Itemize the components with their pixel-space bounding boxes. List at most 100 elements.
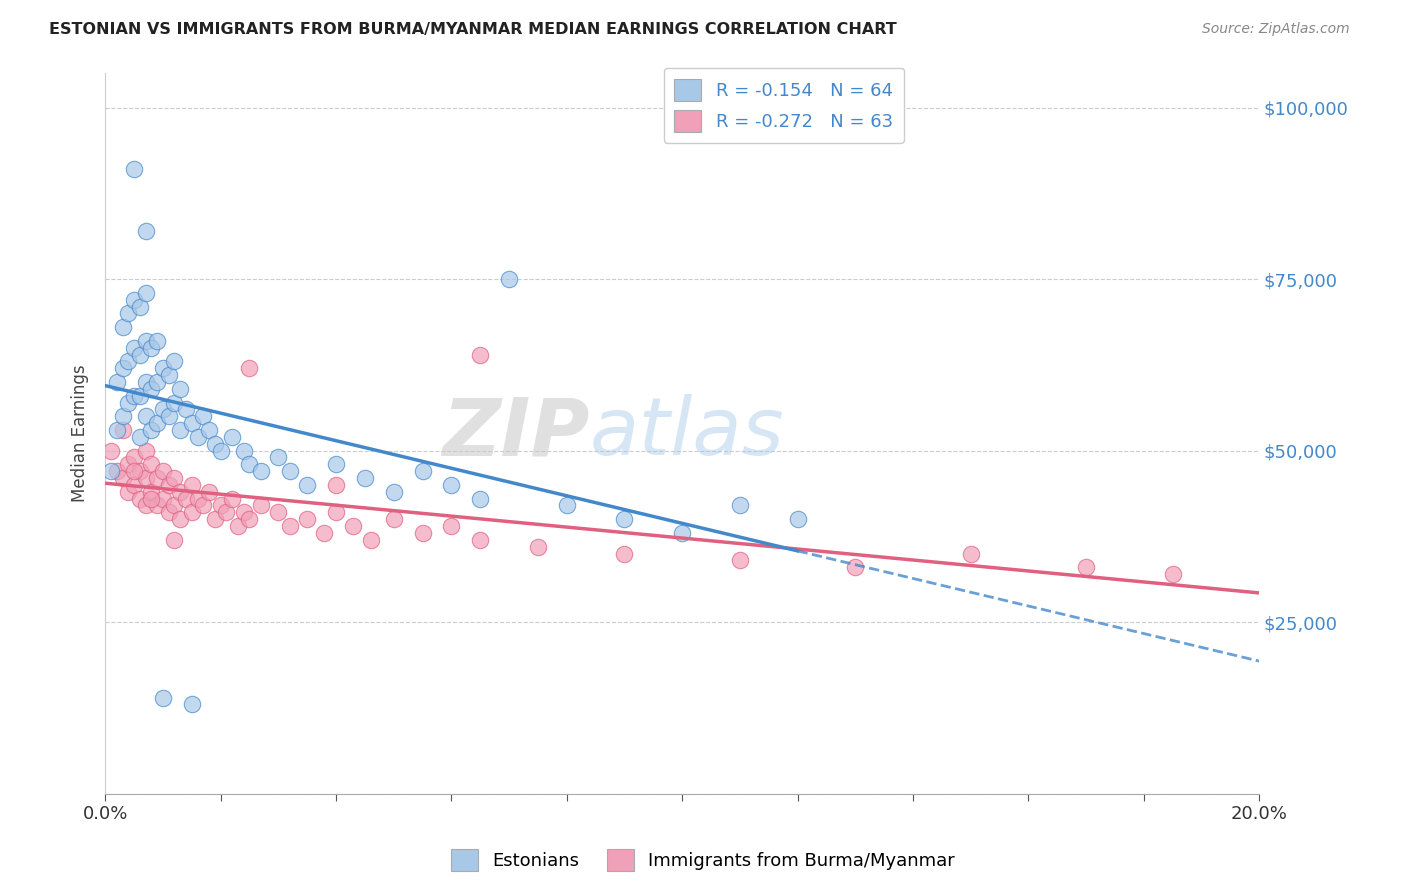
Point [959, 547, 981, 561]
Point [232, 443, 254, 458]
Point [111, 320, 134, 334]
Point [204, 512, 226, 526]
Point [728, 499, 751, 513]
Point [440, 478, 463, 492]
Point [728, 553, 751, 567]
Point [193, 499, 215, 513]
Point [440, 519, 463, 533]
Point [238, 512, 260, 526]
Point [169, 484, 191, 499]
Point [342, 519, 364, 533]
Point [141, 423, 163, 437]
Point [163, 354, 186, 368]
Point [135, 334, 157, 348]
Point [157, 505, 180, 519]
Point [157, 368, 180, 383]
Point [193, 409, 215, 424]
Point [128, 389, 150, 403]
Point [267, 450, 290, 465]
Point [169, 423, 191, 437]
Point [226, 519, 249, 533]
Point [117, 458, 139, 472]
Point [146, 471, 169, 485]
Point [122, 162, 145, 177]
Point [325, 478, 347, 492]
Point [555, 499, 578, 513]
Point [412, 464, 434, 478]
Point [135, 224, 157, 238]
Point [152, 464, 174, 478]
Point [267, 505, 290, 519]
Point [204, 436, 226, 450]
Point [135, 443, 157, 458]
Point [180, 416, 202, 430]
Point [186, 491, 208, 506]
Point [209, 499, 232, 513]
Point [152, 690, 174, 705]
Point [198, 423, 221, 437]
Point [105, 464, 128, 478]
Point [141, 491, 163, 506]
Text: Source: ZipAtlas.com: Source: ZipAtlas.com [1202, 22, 1350, 37]
Point [613, 512, 636, 526]
Point [100, 443, 122, 458]
Point [232, 505, 254, 519]
Point [105, 423, 128, 437]
Point [186, 430, 208, 444]
Point [122, 478, 145, 492]
Point [122, 341, 145, 355]
Point [141, 382, 163, 396]
Point [122, 464, 145, 478]
Point [250, 499, 273, 513]
Point [135, 285, 157, 300]
Text: ESTONIAN VS IMMIGRANTS FROM BURMA/MYANMAR MEDIAN EARNINGS CORRELATION CHART: ESTONIAN VS IMMIGRANTS FROM BURMA/MYANMA… [49, 22, 897, 37]
Point [470, 533, 492, 547]
Point [111, 471, 134, 485]
Point [100, 464, 122, 478]
Point [470, 491, 492, 506]
Point [163, 471, 186, 485]
Point [238, 361, 260, 376]
Point [844, 560, 866, 574]
Point [786, 512, 808, 526]
Point [295, 478, 318, 492]
Point [314, 525, 336, 540]
Point [221, 430, 243, 444]
Point [122, 389, 145, 403]
Point [128, 491, 150, 506]
Point [295, 512, 318, 526]
Text: atlas: atlas [591, 394, 785, 473]
Point [360, 533, 382, 547]
Point [180, 505, 202, 519]
Point [412, 525, 434, 540]
Point [111, 423, 134, 437]
Point [198, 484, 221, 499]
Point [353, 471, 375, 485]
Point [146, 375, 169, 389]
Point [111, 409, 134, 424]
Point [325, 458, 347, 472]
Point [1074, 560, 1097, 574]
Point [169, 382, 191, 396]
Point [122, 293, 145, 307]
Point [278, 464, 301, 478]
Point [180, 698, 202, 712]
Point [117, 306, 139, 320]
Point [152, 491, 174, 506]
Legend: Estonians, Immigrants from Burma/Myanmar: Estonians, Immigrants from Burma/Myanmar [444, 842, 962, 879]
Point [157, 409, 180, 424]
Point [146, 416, 169, 430]
Point [169, 512, 191, 526]
Point [215, 505, 238, 519]
Point [250, 464, 273, 478]
Point [141, 484, 163, 499]
Point [221, 491, 243, 506]
Point [325, 505, 347, 519]
Point [117, 354, 139, 368]
Point [141, 458, 163, 472]
Y-axis label: Median Earnings: Median Earnings [72, 365, 89, 502]
Point [152, 402, 174, 417]
Point [135, 375, 157, 389]
Point [128, 347, 150, 361]
Point [135, 471, 157, 485]
